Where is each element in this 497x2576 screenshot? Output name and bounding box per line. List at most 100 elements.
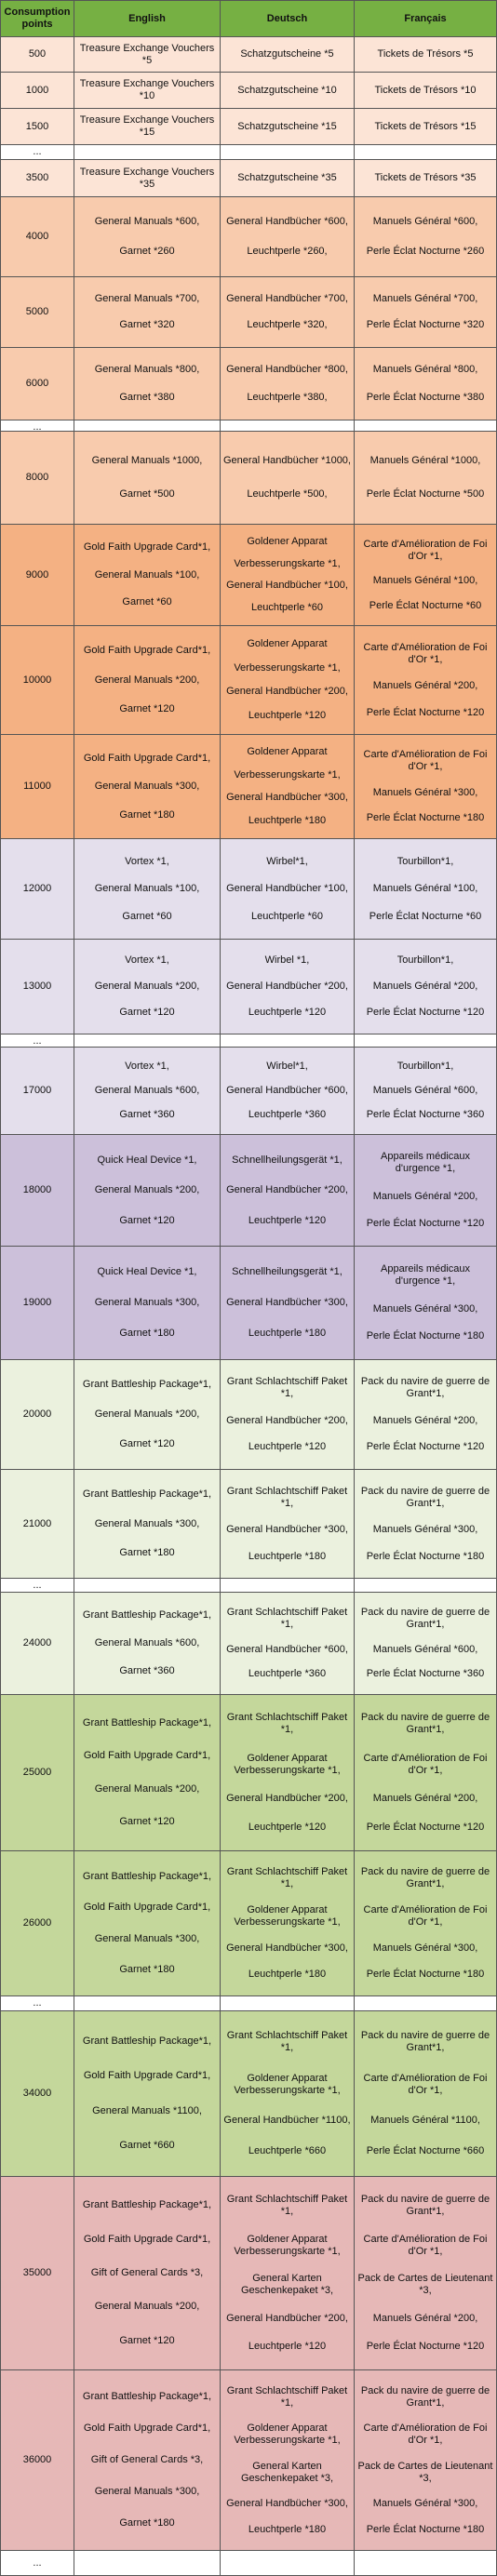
cell-text: General Handbücher *800,: [226, 364, 348, 376]
cell-text: Manuels Général *200,: [372, 1793, 478, 1805]
cell-text: Perle Éclat Nocturne *360: [366, 1668, 485, 1680]
cell-text: Grant Schlachtschiff Paket *1,: [226, 2384, 348, 2409]
cell-text: 26000: [22, 1917, 52, 1929]
reward-cell: Schatzgutscheine *35: [221, 160, 355, 196]
points-cell: 9000: [0, 525, 74, 625]
header-cell: English: [74, 1, 221, 36]
cell-text: Goldener Apparat: [247, 746, 328, 758]
reward-cell: Tickets de Trésors *35: [355, 160, 497, 196]
cell-text: ...: [33, 1035, 42, 1047]
cell-text: Manuels Général *1000,: [369, 454, 481, 466]
cell-text: Leuchtperle *120: [248, 2341, 327, 2353]
cell-text: General Handbücher *600,: [226, 1085, 348, 1096]
header-cell: Français: [355, 1, 497, 36]
cell-text: Goldener Apparat Verbesserungskarte *1,: [234, 2072, 341, 2096]
cell-text: Leuchtperle *180: [248, 1969, 327, 1980]
cell-text: Manuels Général *300,: [372, 786, 478, 798]
reward-cell: [74, 1996, 221, 2010]
cell-text: Grant Schlachtschiff Paket *1,: [226, 2030, 348, 2054]
cell-text: Vortex *1,: [125, 855, 169, 867]
cell-text: Manuels Général *800,: [372, 364, 478, 376]
cell-text: Perle Éclat Nocturne *60: [369, 910, 482, 922]
cell-text: Tourbillon*1,: [396, 954, 454, 966]
cell-text: Leuchtperle *180: [248, 814, 327, 826]
cell-text: 13000: [22, 981, 52, 992]
reward-cell: Schnellheilungsgerät *1, General Handbüch…: [221, 1247, 355, 1359]
cell-text: Goldener Apparat Verbesserungskarte *1,: [234, 1904, 341, 1928]
cell-text: Perle Éclat Nocturne *120: [366, 1217, 485, 1229]
cell-text: Tourbillon*1,: [396, 855, 454, 867]
reward-cell: Pack du navire de guerre de Grant*1, Cart…: [355, 1851, 497, 1995]
reward-cell: [355, 145, 497, 159]
cell-text: Manuels Général *600,: [372, 1085, 478, 1096]
cell-text: Gold Faith Upgrade Card*1,: [83, 2423, 211, 2434]
points-cell: 3500: [0, 160, 74, 196]
cell-text: Quick Heal Device *1,: [97, 1266, 197, 1277]
cell-text: Grant Schlachtschiff Paket *1,: [226, 1606, 348, 1630]
cell-text: Manuels Général *1100,: [370, 2115, 480, 2127]
cell-text: Leuchtperle *660: [248, 2144, 327, 2156]
reward-cell: [355, 1996, 497, 2010]
cell-text: General Handbücher *300,: [226, 1297, 348, 1308]
cell-text: Schatzgutscheine *5: [240, 48, 334, 60]
cell-text: Perle Éclat Nocturne *120: [366, 1007, 485, 1018]
reward-cell: Grant Schlachtschiff Paket *1, Goldener A…: [221, 1851, 355, 1995]
cell-text: Schatzgutscheine *15: [237, 120, 337, 132]
reward-cell: Vortex *1, General Manuals *200, Garnet *1…: [74, 940, 221, 1034]
reward-cell: [74, 1579, 221, 1592]
reward-cell: Wirbel*1, General Handbücher *600, Leuchtp…: [221, 1048, 355, 1134]
table-row: 17000 Vortex *1, General Manuals *600, Garn…: [0, 1048, 497, 1135]
points-cell: 10000: [0, 626, 74, 734]
cell-text: Wirbel *1,: [264, 954, 310, 966]
cell-text: General Karten Geschenkepaket *3,: [240, 2273, 334, 2297]
cell-text: Perle Éclat Nocturne *180: [366, 1969, 485, 1980]
cell-text: Leuchtperle *260,: [247, 246, 328, 257]
table-row: 13000 Vortex *1, General Manuals *200, Garn…: [0, 940, 497, 1034]
cell-text: ...: [33, 421, 42, 431]
cell-text: Gold Faith Upgrade Card*1,: [83, 2233, 211, 2245]
reward-cell: General Handbücher *1000, Leuchtperle *50…: [221, 432, 355, 524]
points-cell: 34000: [0, 2011, 74, 2176]
table-row: 36000 Grant Battleship Package*1, Gold Fai…: [0, 2370, 497, 2551]
cell-text: Grant Battleship Package*1,: [82, 2391, 212, 2402]
cell-text: Grant Battleship Package*1,: [82, 1379, 212, 1390]
table-row: 21000 Grant Battleship Package*1, General …: [0, 1470, 497, 1579]
table-row: 20000 Grant Battleship Package*1, General …: [0, 1360, 497, 1470]
cell-text: Gold Faith Upgrade Card*1,: [83, 644, 211, 656]
cell-text: 25000: [22, 1767, 52, 1778]
cell-text: Garnet *180: [119, 1328, 175, 1339]
reward-cell: Grant Battleship Package*1, Gold Faith Up…: [74, 2177, 221, 2369]
points-cell: 26000: [0, 1851, 74, 1995]
reward-cell: Tourbillon*1, Manuels Général *600, Perle …: [355, 1048, 497, 1134]
reward-cell: [221, 1579, 355, 1592]
reward-cell: Schnellheilungsgerät *1, General Handbüch…: [221, 1135, 355, 1246]
reward-cell: [355, 1579, 497, 1592]
cell-text: Schnellheilungsgerät *1,: [232, 1266, 343, 1277]
cell-text: Garnet *180: [119, 1963, 175, 1975]
reward-cell: [355, 2551, 497, 2575]
cell-text: Grant Schlachtschiff Paket *1,: [226, 1712, 348, 1736]
cell-text: Perle Éclat Nocturne *120: [366, 1441, 485, 1453]
reward-cell: [221, 420, 355, 431]
cell-text: General Handbücher *300,: [226, 792, 348, 804]
cell-text: 20000: [22, 1408, 52, 1420]
cell-text: Manuels Général *300,: [372, 2498, 478, 2509]
table-row: 9000 Gold Faith Upgrade Card*1, General Ma…: [0, 525, 497, 626]
cell-text: General Handbücher *200,: [226, 1793, 348, 1805]
reward-cell: Pack du navire de guerre de Grant*1, Cart…: [355, 2011, 497, 2176]
cell-text: 24000: [22, 1637, 52, 1648]
cell-text: Leuchtperle *320,: [247, 319, 328, 331]
cell-text: General Handbücher *200,: [226, 2313, 348, 2325]
cell-text: 5000: [25, 306, 49, 317]
reward-cell: Grant Schlachtschiff Paket *1, General Ha…: [221, 1360, 355, 1469]
reward-cell: General Handbücher *800, Leuchtperle *380…: [221, 348, 355, 420]
cell-text: General Manuals *600,: [94, 1085, 200, 1096]
points-cell: 19000: [0, 1247, 74, 1359]
cell-text: Grant Battleship Package*1,: [82, 1716, 212, 1728]
cell-text: Leuchtperle *60: [250, 602, 324, 614]
cell-text: Garnet *180: [119, 808, 175, 821]
cell-text: General Handbücher *200,: [226, 981, 348, 992]
cell-text: Manuels Général *200,: [372, 981, 478, 992]
cell-text: Consumption points: [4, 7, 71, 30]
reward-cell: [355, 1034, 497, 1047]
